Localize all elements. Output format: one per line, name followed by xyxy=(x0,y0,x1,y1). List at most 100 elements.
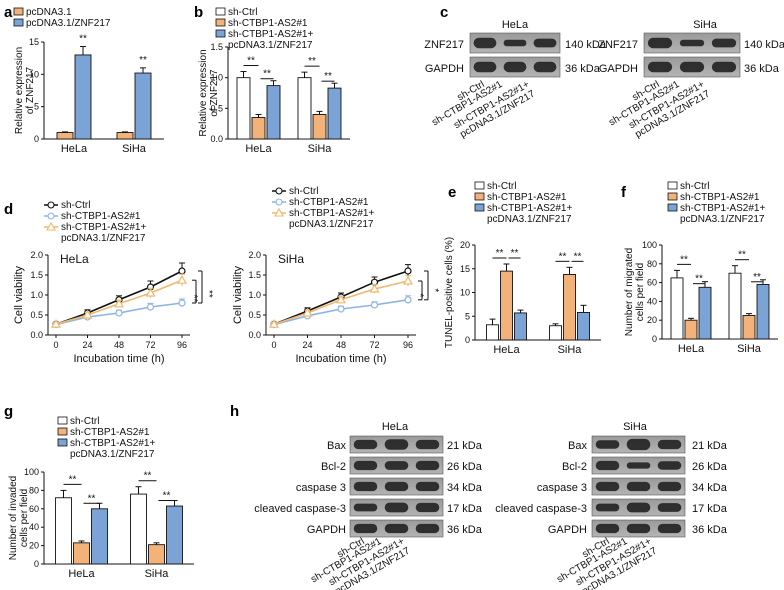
blot-h-siha-band-1-1 xyxy=(626,462,651,469)
blot-h-hela-band-2-0 xyxy=(353,481,378,492)
blot-h-hela-band-1-1 xyxy=(384,461,409,470)
chart-d2-xtick-label-1: 24 xyxy=(302,340,312,350)
chart-a-legend-label-1: pcDNA3.1/ZNF217 xyxy=(26,18,111,29)
chart-a-legend-swatch-0 xyxy=(13,7,24,16)
blot-h-siha-band-0-0 xyxy=(595,440,620,449)
chart-f-sig-0-0: ** xyxy=(680,254,688,265)
chart-d1-legend-label-2-2: pcDNA3.1/ZNF217 xyxy=(61,233,146,244)
chart-d1-xlabel: Incubation time (h) xyxy=(73,353,164,365)
blot-h-row-label-siha-2: caspase 3 xyxy=(537,482,587,494)
chart-d1-xtick-label-1: 24 xyxy=(82,340,92,350)
chart-d1-point-1-4 xyxy=(178,299,186,307)
chart-b-ytick-label-3: 1.5 xyxy=(210,42,223,52)
chart-b-ylabel: Relative expressionof ZNF217 xyxy=(198,49,220,136)
chart-d1-xtick-label-4: 96 xyxy=(177,340,187,350)
blot-c-row-label-siha-0: ZNF217 xyxy=(598,39,638,51)
blot-h-row-label-0: Bax xyxy=(327,440,346,452)
blot-c-siha-band-1-0 xyxy=(647,61,673,73)
blot-c-kda-hela-1: 36 kDa xyxy=(565,63,601,75)
panel-label-f: f xyxy=(621,184,627,201)
chart-d2-point-2-1 xyxy=(302,307,313,317)
blot-h-kda-hela-0: 21 kDa xyxy=(447,440,483,452)
chart-e-bar-1-2 xyxy=(577,312,590,341)
chart-b-category-1: SiHa xyxy=(308,143,333,155)
chart-g-category-0: HeLa xyxy=(68,568,95,580)
chart-b-ytick-label-0: 0.0 xyxy=(210,134,223,144)
blot-h-siha-band-2-1 xyxy=(626,481,651,492)
chart-d2-point-2-2 xyxy=(335,294,347,304)
chart-f-category-0: HeLa xyxy=(678,343,705,355)
chart-b-legend-label-2: sh-CTBP1-AS2#1+ xyxy=(228,29,313,40)
chart-g-ytick-label-3: 60 xyxy=(29,504,39,514)
blot-h-hela-band-0-2 xyxy=(415,439,440,450)
chart-d2-point-1-4 xyxy=(404,296,412,304)
chart-b-legend-swatch-1 xyxy=(215,18,226,27)
blot-h-hela-band-0-0 xyxy=(353,439,378,450)
chart-d2-point-2-4 xyxy=(402,275,414,285)
chart-a-bar-1-1 xyxy=(134,72,152,140)
chart-b-legend-swatch-0 xyxy=(215,7,226,16)
chart-b-legend-label-2-2: pcDNA3.1/ZNF217 xyxy=(228,40,313,51)
chart-a-category-0: HeLa xyxy=(61,143,88,155)
chart-g-sig-1-0: ** xyxy=(144,471,152,482)
blot-h-hela-band-4-1 xyxy=(384,523,409,534)
chart-f-sig-1-1: ** xyxy=(753,272,761,283)
chart-d1-point-0-4 xyxy=(178,267,186,275)
chart-e-sig-1-1: ** xyxy=(574,251,582,262)
chart-d1-xtick-label-2: 48 xyxy=(114,340,124,350)
chart-e-ytick-label-4: 20 xyxy=(460,240,470,250)
blot-h-hela-band-3-2 xyxy=(415,502,440,513)
blot-c-hela-band-0-2 xyxy=(533,38,557,48)
blot-h-hela-band-4-0 xyxy=(353,523,378,534)
panel-label-g: g xyxy=(4,403,13,420)
blot-h-siha-band-0-2 xyxy=(657,439,682,450)
chart-g-legend-label-2: sh-CTBP1-AS2#1+ xyxy=(70,438,155,449)
blot-c-hela-band-1-0 xyxy=(473,61,497,73)
chart-d2-ytick-label-2: 1.0 xyxy=(248,290,261,300)
chart-e-legend-swatch-0 xyxy=(474,181,485,190)
blot-h-cell-0: HeLa xyxy=(382,421,409,433)
blot-h-siha-band-4-1 xyxy=(626,523,651,534)
chart-d1-point-2-4 xyxy=(176,274,188,284)
chart-g-ytick-label-4: 80 xyxy=(29,485,39,495)
chart-d2-xtick-label-4: 96 xyxy=(403,340,413,350)
chart-d1-legend-marker-2 xyxy=(46,221,56,231)
chart-f-ytick-label-0: 0 xyxy=(652,334,657,344)
blot-h-siha-band-2-2 xyxy=(657,481,682,492)
blot-h-siha-band-3-2 xyxy=(657,503,682,512)
chart-d2-ytick-label-1: 0.5 xyxy=(248,310,261,320)
chart-d1-xtick-label-0: 0 xyxy=(53,340,58,350)
chart-f-sig-0-1: ** xyxy=(695,274,703,285)
chart-g-legend-swatch-1 xyxy=(57,427,68,436)
chart-e-legend-label-1: sh-CTBP1-AS2#1 xyxy=(487,192,567,203)
chart-d1-legend-marker-1 xyxy=(47,212,55,220)
chart-b-legend-label-0: sh-Ctrl xyxy=(228,7,257,18)
chart-b-sig-1-1: ** xyxy=(324,71,332,82)
blot-h-siha-band-3-0 xyxy=(595,503,620,512)
blot-c-siha-band-0-1 xyxy=(679,39,705,47)
chart-f-bar-1-1 xyxy=(742,315,756,340)
chart-f-bar-1-2 xyxy=(756,284,770,340)
chart-d1-ytick-label-3: 1.5 xyxy=(30,270,43,280)
chart-b-bar-0-1 xyxy=(251,117,266,140)
chart-d1-ytick-label-4: 2.0 xyxy=(30,250,43,260)
blot-c-cell-1: SiHa xyxy=(693,19,718,31)
chart-g-legend-label-2-2: pcDNA3.1/ZNF217 xyxy=(70,449,155,460)
blot-h-siha-band-1-0 xyxy=(595,460,620,471)
chart-f-bar-0-1 xyxy=(684,319,698,340)
chart-d1-ytick-label-0: 0.0 xyxy=(30,330,43,340)
chart-a-sig-0: ** xyxy=(79,34,87,45)
chart-d1-ytick-label-2: 1.0 xyxy=(30,290,43,300)
blot-c-kda-hela-0: 140 kDa xyxy=(565,39,607,51)
blot-h-row-label-1: Bcl-2 xyxy=(321,461,346,473)
panel-label-d: d xyxy=(4,201,13,218)
panel-label-b: b xyxy=(194,4,203,21)
chart-e-bar-1-1 xyxy=(563,274,576,341)
blot-c-hela-band-0-1 xyxy=(503,39,527,47)
chart-d2-title: SiHa xyxy=(278,252,304,266)
chart-a-category-1: SiHa xyxy=(122,143,147,155)
chart-e-ylabel: TUNEL-positive cells (%) xyxy=(444,237,455,348)
chart-e-bar-0-1 xyxy=(500,270,513,341)
chart-b-bar-0-0 xyxy=(236,77,251,140)
